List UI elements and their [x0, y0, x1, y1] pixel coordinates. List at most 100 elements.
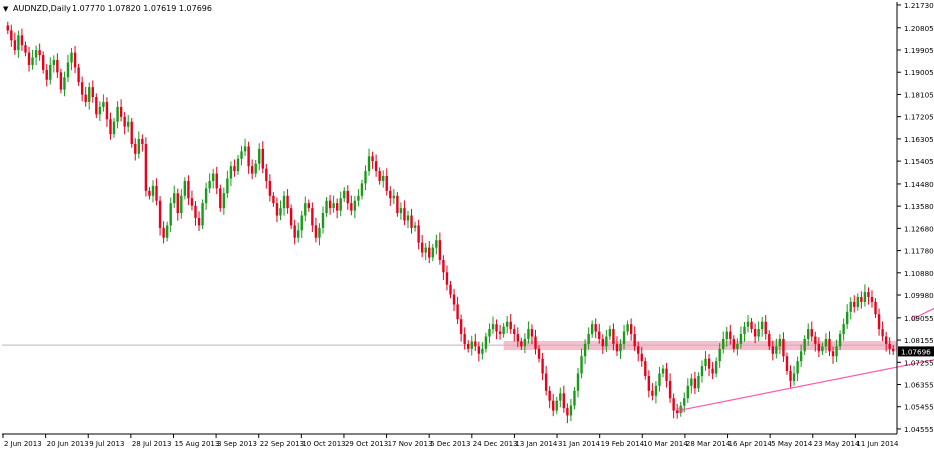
trendlines-layer[interactable]: [678, 301, 934, 413]
candle-body: [775, 346, 778, 354]
y-tick-label: 1.08155: [904, 336, 934, 345]
candle: [445, 265, 449, 291]
candle: [31, 49, 34, 70]
candle: [637, 341, 640, 362]
candle: [80, 76, 84, 102]
header-dropdown-icon[interactable]: ▼: [3, 5, 9, 13]
candle-body: [534, 336, 537, 349]
candle: [173, 185, 176, 208]
candle-body: [566, 408, 569, 416]
candle-body: [658, 373, 661, 386]
x-tick-label: 10 Oct 2013: [302, 440, 345, 448]
candle: [314, 217, 318, 243]
candle-body: [233, 166, 236, 172]
candle-body: [403, 208, 406, 221]
candle-body: [863, 292, 867, 302]
trendline-2[interactable]: [914, 301, 934, 319]
header-ohlc: 1.07770 1.07820 1.07619 1.07696: [72, 4, 212, 13]
candle: [672, 393, 675, 419]
candle-body: [339, 198, 342, 211]
trendline-anchor[interactable]: [912, 315, 917, 321]
candle-body: [845, 311, 849, 325]
candle-body: [821, 346, 824, 352]
candle-body: [399, 208, 403, 214]
candle: [768, 330, 771, 351]
candle: [350, 195, 353, 216]
candle-body: [304, 203, 307, 216]
candle: [739, 326, 743, 349]
candle-body: [569, 405, 573, 416]
y-tick-label: 1.09055: [904, 314, 934, 323]
candle-body: [842, 324, 845, 335]
candle-body: [750, 321, 753, 330]
candle-body: [371, 156, 374, 162]
y-tick-label: 1.05455: [904, 403, 934, 412]
x-tick-label: 9 Jul 2013: [89, 440, 124, 448]
candle: [41, 51, 45, 74]
trendline-anchor[interactable]: [678, 407, 684, 413]
candle-body: [513, 329, 516, 335]
candle: [165, 221, 169, 242]
trendline-1[interactable]: [680, 354, 934, 411]
y-tick-label: 1.04555: [904, 425, 934, 434]
candle-body: [420, 242, 424, 253]
candle: [612, 323, 615, 351]
candle-body: [289, 208, 293, 226]
candle-body: [417, 225, 420, 243]
candle-body: [176, 193, 179, 214]
candle-body: [428, 247, 431, 258]
candle-body: [204, 188, 208, 204]
candle: [190, 190, 194, 211]
candle-body: [31, 57, 34, 65]
candle: [629, 318, 633, 341]
candle-body: [180, 195, 183, 214]
candle: [148, 187, 151, 200]
candle: [736, 338, 739, 356]
candle: [644, 357, 647, 380]
x-tick-label: 10 Mar 2014: [643, 440, 688, 448]
candle-body: [711, 368, 714, 374]
candle-body: [498, 331, 502, 335]
candle-body: [201, 203, 204, 226]
candle-body: [799, 351, 803, 362]
candle: [520, 337, 523, 351]
candle-body: [286, 195, 289, 209]
candle-body: [52, 60, 56, 65]
candle: [201, 199, 204, 230]
x-tick-label: 13 Jan 2014: [515, 440, 558, 448]
candle: [134, 138, 137, 161]
candle-body: [622, 331, 626, 344]
candle-body: [530, 329, 534, 337]
candle: [229, 161, 233, 187]
candle-body: [544, 373, 548, 391]
candle: [853, 295, 856, 313]
candle-body: [413, 225, 417, 228]
candle-body: [732, 338, 736, 349]
candle-body: [559, 393, 562, 401]
candle: [282, 191, 286, 216]
candle-body: [474, 341, 477, 347]
candle-body: [335, 203, 339, 211]
candle-body: [389, 190, 392, 199]
candle: [59, 68, 63, 94]
candle: [605, 329, 608, 353]
candle-body: [392, 195, 396, 199]
candle: [484, 332, 488, 353]
candle: [70, 47, 73, 71]
candle: [141, 134, 144, 152]
candle: [389, 186, 392, 206]
candle-body: [314, 225, 318, 238]
candle: [552, 394, 555, 417]
candle-body: [435, 240, 438, 248]
candle-body: [279, 208, 282, 216]
candle: [463, 327, 466, 350]
candle-body: [63, 77, 66, 90]
candle-body: [240, 151, 243, 159]
candle-body: [116, 106, 119, 122]
candle-body: [20, 35, 24, 46]
candle-body: [350, 203, 353, 211]
candle-body: [505, 321, 509, 327]
candle: [856, 293, 860, 311]
